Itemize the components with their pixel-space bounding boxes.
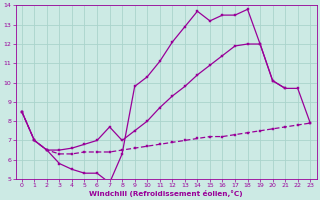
X-axis label: Windchill (Refroidissement éolien,°C): Windchill (Refroidissement éolien,°C) (89, 190, 243, 197)
